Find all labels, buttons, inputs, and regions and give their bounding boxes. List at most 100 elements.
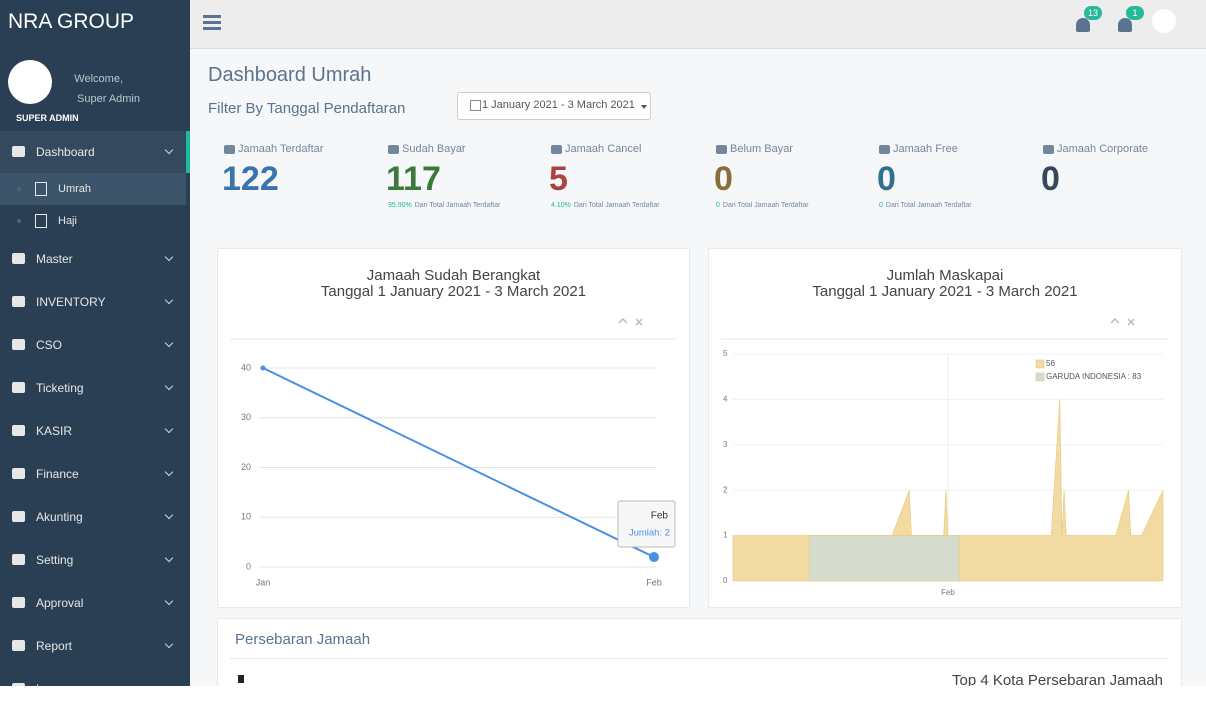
collapse-icon bbox=[1110, 317, 1120, 324]
user-role: SUPER ADMIN bbox=[16, 113, 79, 123]
calendar-icon bbox=[470, 100, 481, 111]
stat-value: 0 bbox=[714, 160, 733, 198]
stat-icon bbox=[716, 145, 727, 154]
menu-icon bbox=[12, 467, 25, 479]
chart-subtitle: Tanggal 1 January 2021 - 3 March 2021 bbox=[321, 283, 586, 300]
menu-item[interactable]: CSO bbox=[0, 323, 190, 366]
page-title: Dashboard Umrah bbox=[208, 64, 372, 86]
menu-item[interactable]: Report bbox=[0, 624, 190, 667]
stat-label: Jamaah Terdaftar bbox=[238, 143, 324, 155]
user-name: Super Admin bbox=[77, 93, 140, 105]
user-avatar[interactable] bbox=[1152, 9, 1176, 33]
menu-item[interactable]: Akunting bbox=[0, 495, 190, 538]
menu-icon bbox=[12, 553, 25, 565]
notification-badge: 1 bbox=[1126, 6, 1144, 20]
y-tick-label: 0 bbox=[246, 561, 251, 571]
menu-label: Finance bbox=[36, 466, 79, 481]
stat-note-text: Dari Total Jamaah Terdaftar bbox=[885, 202, 972, 209]
chevron bbox=[164, 381, 174, 390]
notification-badge: 13 bbox=[1084, 6, 1102, 20]
menu-label: INVENTORY bbox=[36, 294, 106, 309]
distribution-panel: Persebaran Jamaah Top 4 Kota Persebaran … bbox=[217, 618, 1182, 686]
legend-swatch bbox=[1035, 359, 1045, 369]
welcome: Welcome, bbox=[74, 73, 123, 85]
menu-icon bbox=[12, 338, 25, 350]
stat-icon bbox=[551, 145, 562, 154]
y-tick-label: 10 bbox=[241, 512, 251, 522]
stat-value: 0 bbox=[1041, 160, 1060, 198]
stat-label: Sudah Bayar bbox=[402, 143, 466, 155]
stat-note-text: Dari Total Jamaah Terdaftar bbox=[722, 202, 809, 209]
stat-icon bbox=[879, 145, 890, 154]
tooltip-title: Feb bbox=[651, 511, 669, 522]
menu-item[interactable]: Setting bbox=[0, 538, 190, 581]
menu-icon bbox=[12, 596, 25, 608]
submenu-item[interactable]: Haji bbox=[0, 205, 186, 237]
y-tick-label: 20 bbox=[241, 462, 251, 472]
stat-value: 117 bbox=[386, 160, 441, 198]
legend-swatch bbox=[1035, 372, 1045, 382]
x-tick-label: Feb bbox=[941, 588, 955, 597]
stat-label: Jamaah Cancel bbox=[565, 143, 642, 155]
chevron bbox=[164, 639, 174, 648]
chevron bbox=[164, 510, 174, 519]
notification-icon[interactable] bbox=[1118, 18, 1132, 32]
submenu-label: Haji bbox=[58, 215, 77, 227]
y-tick-label: 40 bbox=[241, 362, 251, 372]
y-tick-label: 0 bbox=[723, 576, 728, 585]
tooltip bbox=[617, 500, 676, 548]
topbar: 13 1 bbox=[190, 0, 1206, 49]
menu-icon bbox=[12, 146, 25, 157]
menu-toggle[interactable] bbox=[203, 15, 221, 18]
chart-panel: Jumlah Maskapai Tanggal 1 January 2021 - … bbox=[708, 248, 1182, 608]
stat-label: Belum Bayar bbox=[730, 143, 793, 155]
stat-note-percent: 4.10% bbox=[551, 202, 571, 209]
y-tick-label: 30 bbox=[241, 412, 251, 422]
menu-icon bbox=[12, 510, 25, 522]
sidebar: NRA GROUP Welcome, Super Admin SUPER ADM… bbox=[0, 0, 190, 686]
menu-icon bbox=[12, 381, 25, 393]
chart-panel: Jamaah Sudah Berangkat Tanggal 1 January … bbox=[217, 248, 690, 608]
menu-item[interactable]: Log bbox=[0, 667, 190, 686]
menu-icon bbox=[12, 252, 25, 264]
menu-label: Master bbox=[36, 251, 73, 266]
menu-icon bbox=[12, 682, 25, 686]
menu-item[interactable]: Dashboard bbox=[0, 131, 190, 173]
map-marker bbox=[238, 675, 244, 683]
menu-label: Setting bbox=[36, 552, 74, 567]
stat-value: 122 bbox=[222, 160, 279, 198]
menu-icon bbox=[12, 639, 25, 651]
menu-item[interactable]: INVENTORY bbox=[0, 280, 190, 323]
date-range: 1 January 2021 - 3 March 2021 bbox=[482, 99, 635, 111]
menu-item[interactable]: KASIR bbox=[0, 409, 190, 452]
menu-label: KASIR bbox=[36, 423, 73, 438]
date-range-picker[interactable]: 1 January 2021 - 3 March 2021 bbox=[457, 92, 651, 120]
chart-title: Jumlah Maskapai bbox=[887, 267, 1004, 284]
menu-item[interactable]: Master bbox=[0, 237, 190, 280]
stat-icon bbox=[224, 145, 235, 154]
app: NRA GROUP Welcome, Super Admin SUPER ADM… bbox=[0, 0, 1206, 686]
menu-item[interactable]: Approval bbox=[0, 581, 190, 624]
menu-item[interactable]: Ticketing bbox=[0, 366, 190, 409]
chevron bbox=[164, 596, 174, 605]
chevron bbox=[164, 338, 174, 347]
y-tick-label: 4 bbox=[723, 395, 728, 404]
close-icon bbox=[1127, 318, 1135, 326]
menu-item[interactable]: Finance bbox=[0, 452, 190, 495]
x-tick-label: Jan bbox=[256, 577, 271, 587]
menu-label: Report bbox=[36, 638, 73, 653]
submenu-icon bbox=[35, 182, 47, 196]
stat-note: 95.90% Dari Total Jamaah Terdaftar bbox=[388, 202, 500, 209]
menu-label: Approval bbox=[36, 595, 84, 610]
stat-note-percent: 95.90% bbox=[388, 202, 412, 209]
menu-icon bbox=[12, 424, 25, 436]
avatar bbox=[8, 60, 52, 104]
submenu-item[interactable]: Umrah bbox=[0, 173, 186, 205]
chevron bbox=[164, 295, 174, 304]
legend-label: 56 bbox=[1046, 359, 1055, 368]
brand[interactable]: NRA GROUP bbox=[8, 10, 135, 33]
notification-icon[interactable] bbox=[1076, 18, 1090, 32]
menu-label: Akunting bbox=[36, 509, 83, 524]
